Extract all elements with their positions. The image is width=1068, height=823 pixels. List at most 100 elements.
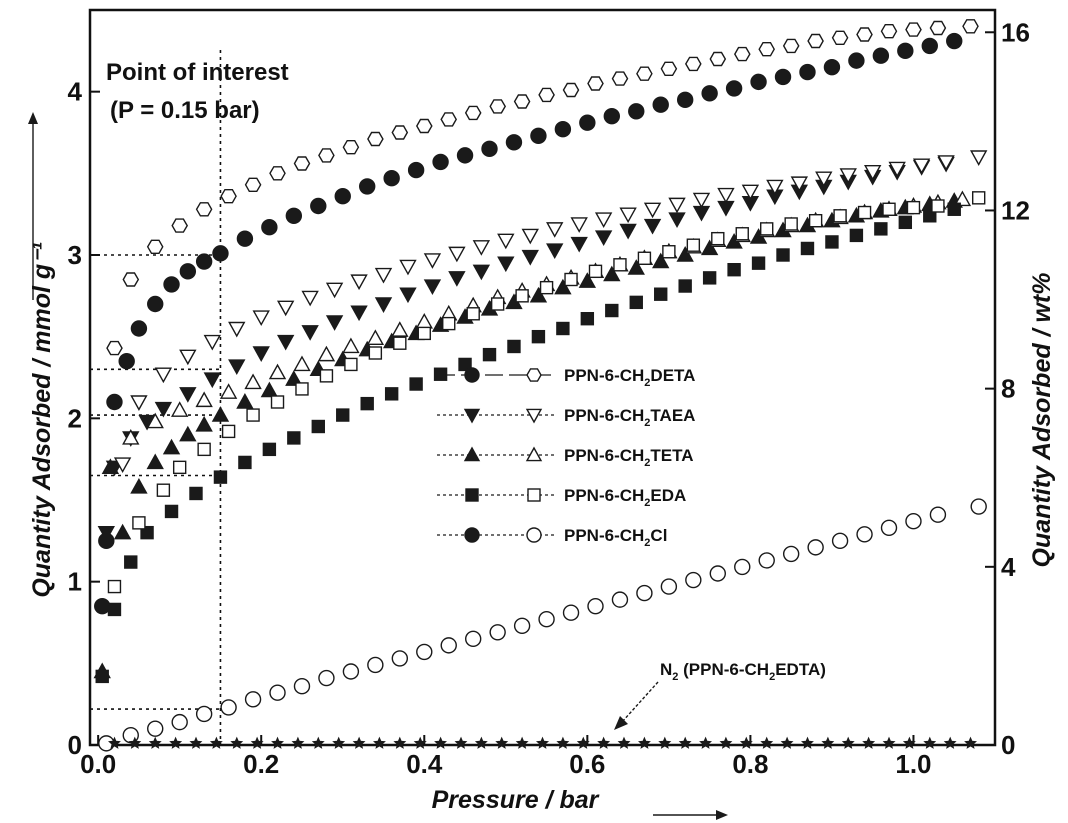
data-point bbox=[882, 202, 896, 216]
data-point bbox=[784, 217, 798, 231]
data-point bbox=[113, 457, 132, 474]
data-point bbox=[760, 736, 774, 749]
data-point bbox=[766, 179, 784, 196]
legend-marker-filled bbox=[463, 446, 481, 462]
y-tick-label: 3 bbox=[68, 240, 82, 270]
data-point bbox=[148, 736, 162, 749]
data-point bbox=[947, 202, 961, 216]
data-point bbox=[825, 235, 839, 249]
data-point bbox=[643, 218, 662, 235]
data-point bbox=[147, 720, 164, 737]
data-point bbox=[758, 42, 776, 57]
data-point bbox=[529, 286, 548, 303]
data-point bbox=[213, 470, 228, 484]
data-point bbox=[156, 483, 171, 497]
data-point bbox=[931, 199, 945, 213]
legend-marker-open bbox=[527, 488, 541, 502]
data-point bbox=[562, 82, 580, 98]
data-point bbox=[807, 539, 824, 556]
data-point bbox=[95, 669, 109, 684]
data-point bbox=[546, 222, 564, 238]
data-point bbox=[179, 425, 197, 442]
data-point bbox=[130, 477, 148, 494]
data-point bbox=[399, 287, 417, 304]
data-point bbox=[637, 251, 652, 265]
x-tick-label: 0.2 bbox=[243, 749, 279, 779]
data-point bbox=[147, 295, 164, 313]
n2-arrow-head bbox=[614, 716, 628, 730]
data-point bbox=[209, 736, 223, 749]
x-axis-label: Pressure / bar bbox=[432, 786, 600, 814]
data-point bbox=[603, 265, 621, 282]
data-point bbox=[906, 200, 921, 215]
data-point bbox=[97, 525, 115, 542]
y2-axis-label: Quantity Adsorbed / wt% bbox=[1028, 273, 1056, 568]
data-point bbox=[709, 51, 727, 67]
data-point bbox=[921, 37, 938, 55]
annotation-line2: (P = 0.15 bar) bbox=[110, 97, 260, 124]
data-point bbox=[556, 736, 570, 749]
data-point bbox=[735, 227, 749, 241]
data-point bbox=[676, 91, 694, 109]
data-point bbox=[790, 176, 809, 193]
y2-tick-label: 12 bbox=[1001, 195, 1030, 225]
data-point bbox=[888, 161, 906, 178]
legend-label: PPN-6-CH2Cl bbox=[564, 526, 667, 549]
data-point bbox=[654, 287, 668, 301]
legend: PPN-6-CH2DETA PPN-6-CH2TAEA PPN-6-CH2TETA P… bbox=[28, 112, 826, 820]
data-point bbox=[94, 597, 111, 615]
data-point bbox=[456, 147, 474, 164]
data-point bbox=[719, 736, 733, 749]
data-point bbox=[195, 705, 213, 723]
data-point bbox=[923, 736, 937, 749]
y-axis-label: Quantity Adsorbed / mmol g⁻¹ bbox=[28, 242, 56, 598]
data-point bbox=[636, 584, 653, 602]
data-point bbox=[611, 591, 629, 608]
data-point bbox=[146, 412, 164, 429]
data-point bbox=[531, 329, 546, 344]
data-point bbox=[872, 47, 890, 64]
data-point bbox=[578, 272, 597, 288]
y-axis-arrow-head bbox=[28, 112, 38, 124]
data-point bbox=[699, 736, 712, 749]
data-point bbox=[489, 624, 506, 641]
data-point bbox=[658, 736, 672, 749]
data-point bbox=[368, 346, 383, 360]
data-point bbox=[293, 355, 311, 372]
data-point bbox=[464, 630, 482, 648]
data-point bbox=[857, 205, 872, 220]
data-point bbox=[211, 406, 230, 422]
data-point bbox=[268, 363, 287, 380]
data-point bbox=[521, 249, 539, 266]
data-point bbox=[189, 486, 203, 501]
x-tick-label: 0.0 bbox=[80, 749, 116, 779]
data-point bbox=[413, 736, 427, 749]
data-point bbox=[344, 357, 358, 372]
data-point bbox=[782, 545, 800, 563]
series-1 bbox=[106, 19, 979, 356]
data-point bbox=[564, 272, 578, 287]
data-point bbox=[611, 71, 629, 86]
data-point bbox=[521, 228, 539, 245]
legend-label: PPN-6-CH2EDA bbox=[564, 486, 686, 509]
legend-entry: PPN-6-CH2TETA bbox=[437, 446, 694, 469]
data-point bbox=[856, 27, 873, 42]
data-point bbox=[350, 305, 368, 322]
data-point bbox=[597, 736, 611, 749]
data-point bbox=[423, 279, 442, 295]
data-point bbox=[230, 736, 244, 749]
data-point bbox=[350, 274, 368, 291]
data-point bbox=[154, 367, 173, 384]
data-point bbox=[831, 30, 849, 45]
data-point bbox=[497, 233, 515, 250]
data-point bbox=[505, 134, 523, 151]
data-point bbox=[195, 415, 213, 432]
data-point bbox=[733, 46, 751, 62]
data-point bbox=[823, 58, 841, 76]
data-point bbox=[539, 280, 554, 295]
legend-marker-filled bbox=[463, 408, 481, 424]
data-point bbox=[442, 316, 456, 331]
data-point bbox=[603, 107, 621, 125]
data-point bbox=[269, 684, 286, 701]
data-point bbox=[929, 506, 947, 523]
